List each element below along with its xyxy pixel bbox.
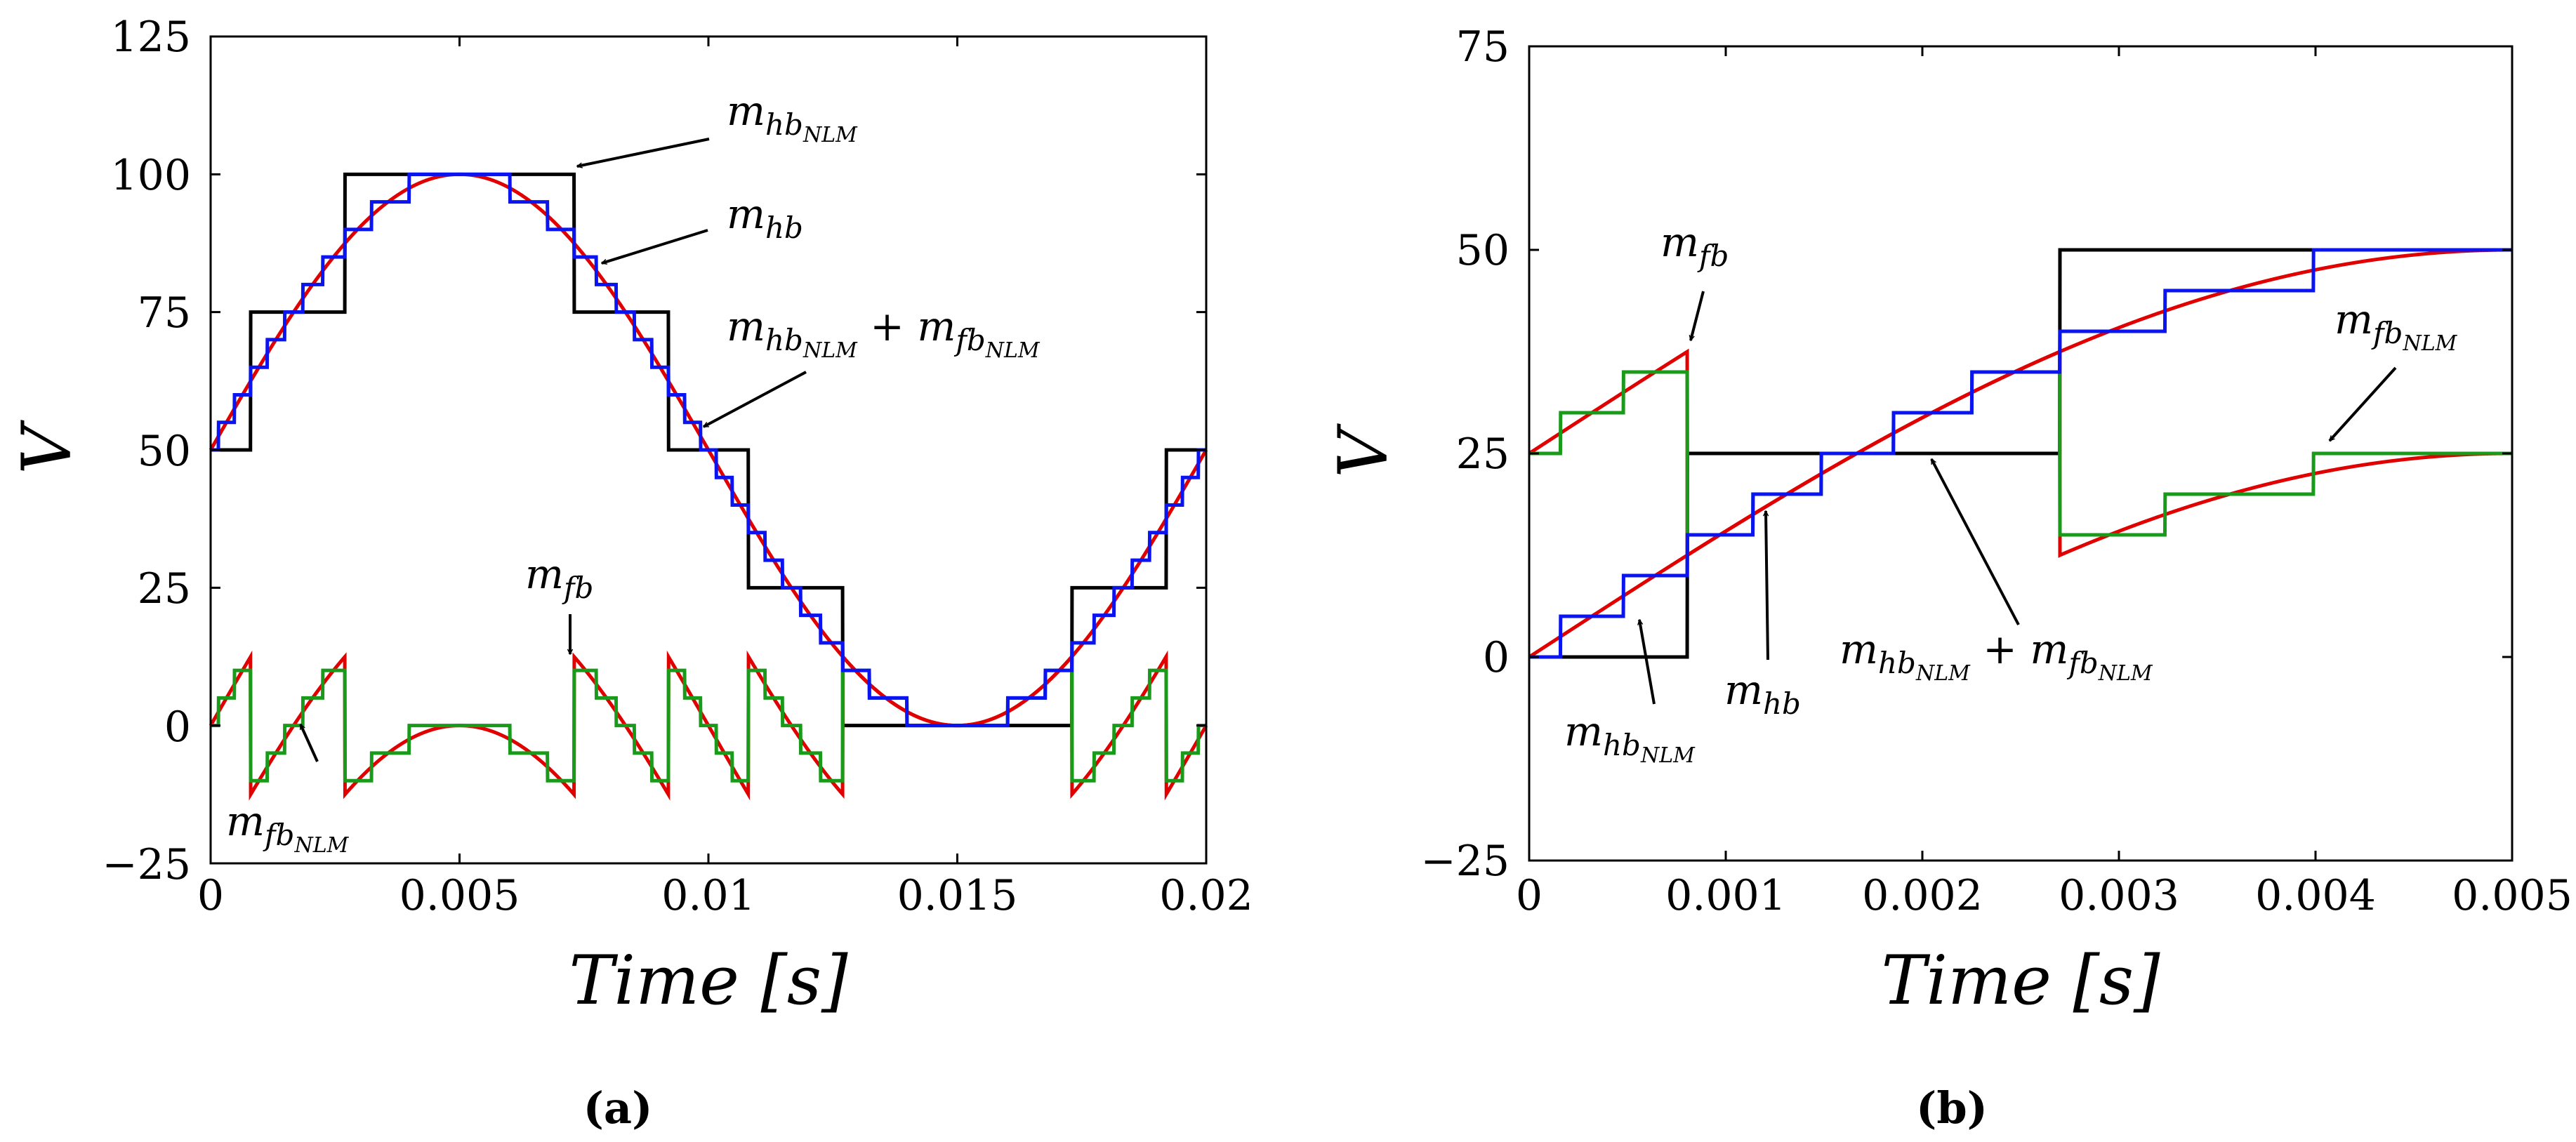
panel-b-xtick-label: 0.001 xyxy=(1665,871,1786,920)
annotation-label: mhbNLM + mfbNLM xyxy=(727,303,1041,363)
series-line-hb xyxy=(1529,248,2512,659)
panel-b-ytick-label: 50 xyxy=(1456,226,1510,275)
panel-b-xtick-label: 0.004 xyxy=(2255,871,2376,920)
panel-b-ytick-label: 0 xyxy=(1483,633,1510,682)
annotation-arrow xyxy=(577,138,710,166)
panel-a-annotation-hbnlm: mhbNLM xyxy=(577,87,858,166)
panel-a-ytick-label: 25 xyxy=(138,564,191,613)
panel-b-annotation-fbnlm: mfbNLM xyxy=(2328,296,2458,442)
annotation-label: mfbNLM xyxy=(226,797,350,858)
panel-b-annotation-hbnlm: mhbNLM xyxy=(1564,620,1696,768)
annotation-arrow xyxy=(1639,620,1656,705)
series-line-hb-nlm-plus-fb-nlm xyxy=(1528,248,2512,659)
annotation-arrow xyxy=(299,724,319,762)
annotation-arrow xyxy=(1930,459,2020,625)
panel-b-xtick-label: 0.005 xyxy=(2452,871,2572,920)
annotation-arrow xyxy=(1691,291,1705,340)
annotation-label: mhbNLM xyxy=(727,87,858,147)
panel-a-ytick-label: 0 xyxy=(164,703,191,752)
panel-a-annotation-hb: mhb xyxy=(602,190,803,263)
panel-b-xticks: 0 0.001 0.002 0.003 0.004 0.005 xyxy=(1516,871,2572,920)
panel-b-annotation-hb: mhb xyxy=(1724,511,1801,721)
annotation-label: mfb xyxy=(525,550,593,605)
panel-b-ytick-label: −25 xyxy=(1420,837,1510,886)
annotation-arrow xyxy=(2328,366,2397,442)
panel-a-annotation-fbnlm: mfbNLM xyxy=(226,724,350,858)
panel-b-caption: (b) xyxy=(1916,1082,1988,1134)
panel-a-annotation-fb: mfb xyxy=(525,550,593,654)
panel-a-yticks: −25 0 25 50 75 100 125 xyxy=(102,13,191,889)
panel-b-annotation-hbnlm-fbnlm: mhbNLM + mfbNLM xyxy=(1839,459,2153,686)
panel-b-xtick-label: 0.002 xyxy=(1862,871,1983,920)
annotation-label: mfbNLM xyxy=(2334,296,2458,356)
annotation-arrow xyxy=(602,229,708,263)
panel-b-yticks: −25 0 25 50 75 xyxy=(1420,22,1510,886)
panel-b-ytick-label: 75 xyxy=(1456,22,1510,72)
panel-b-frame xyxy=(1528,45,2514,862)
annotation-arrow xyxy=(1766,511,1769,660)
panel-a-plot xyxy=(209,35,1208,865)
panel-a-ytick-label: 125 xyxy=(110,13,191,62)
panel-b-xtick-label: 0 xyxy=(1516,871,1543,920)
panel-a-xtick-label: 0 xyxy=(197,871,224,920)
panel-a-annotation-hbnlm-fbnlm: mhbNLM + mfbNLM xyxy=(704,303,1041,428)
panel-a: 0 0.005 0.01 0.015 0.02 −25 0 25 50 75 1… xyxy=(8,13,1253,1134)
panel-a-ytick-label: −25 xyxy=(102,840,191,889)
panel-a-xtick-label: 0.005 xyxy=(399,871,520,920)
panel-a-ylabel: V xyxy=(8,420,86,474)
panel-a-ytick-label: 75 xyxy=(138,288,191,338)
series-line-hb xyxy=(211,172,1206,728)
annotation-label: mhbNLM xyxy=(1564,708,1696,768)
panel-b-xtick-label: 0.003 xyxy=(2059,871,2179,920)
panel-b-annotation-fb: mfb xyxy=(1660,218,1729,340)
panel-b-xlabel: Time [s] xyxy=(1881,941,2160,1020)
panel-a-xtick-label: 0.015 xyxy=(897,871,1018,920)
panel-a-ytick-label: 50 xyxy=(138,427,191,476)
panel-a-xticks: 0 0.005 0.01 0.015 0.02 xyxy=(197,871,1253,920)
annotation-label: mfb xyxy=(1660,218,1729,273)
panel-a-xtick-label: 0.02 xyxy=(1159,871,1253,920)
panel-b: 0 0.001 0.002 0.003 0.004 0.005 −25 0 25… xyxy=(1324,22,2572,1134)
panel-b-ytick-label: 25 xyxy=(1456,430,1510,479)
annotation-label: mhb xyxy=(727,190,803,245)
annotation-label: mhbNLM + mfbNLM xyxy=(1839,625,2153,686)
panel-a-frame xyxy=(209,35,1208,865)
panel-b-plot xyxy=(1528,45,2514,862)
panel-a-caption: (a) xyxy=(583,1082,653,1134)
panel-b-ylabel: V xyxy=(1324,423,1403,478)
panel-a-xlabel: Time [s] xyxy=(569,941,848,1020)
panel-a-xtick-label: 0.01 xyxy=(661,871,755,920)
annotation-label: mhb xyxy=(1724,666,1801,721)
annotation-arrow xyxy=(704,371,807,428)
panel-a-ytick-label: 100 xyxy=(110,151,191,200)
